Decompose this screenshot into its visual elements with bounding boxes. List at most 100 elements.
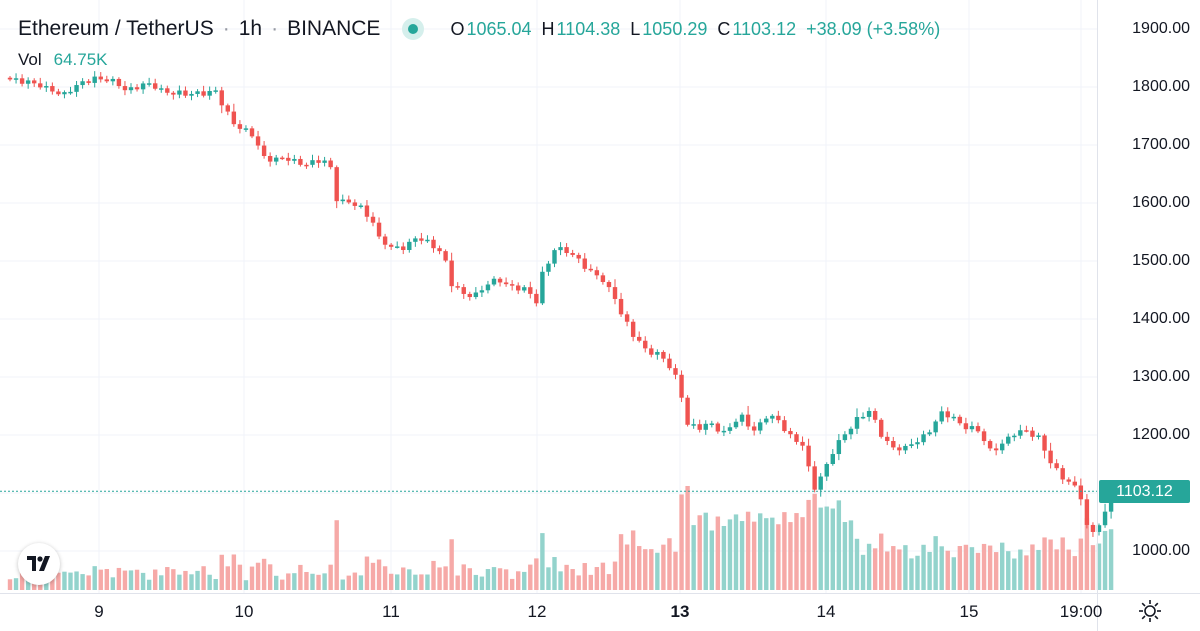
open-value: 1065.04: [466, 18, 532, 39]
candle-body: [243, 128, 249, 130]
volume-bar: [697, 515, 702, 590]
tradingview-logo-icon[interactable]: [18, 543, 60, 585]
candle-body: [286, 157, 291, 161]
volume-bar: [915, 555, 920, 590]
candle-body: [806, 445, 811, 467]
candle-body: [770, 415, 775, 419]
candle-body: [340, 199, 345, 202]
volume-bar: [485, 569, 491, 590]
candle-body: [225, 105, 230, 112]
candle-body: [552, 250, 557, 264]
candle-body: [957, 416, 963, 424]
candle-body: [866, 410, 872, 417]
volume-bar: [570, 569, 575, 590]
volume-bar: [764, 518, 769, 590]
candle-body: [134, 87, 140, 90]
candle-body: [824, 464, 829, 477]
volume-bar: [165, 567, 170, 590]
interval-label[interactable]: 1h: [238, 17, 263, 40]
candle-body: [473, 292, 479, 298]
candle-body: [649, 348, 654, 355]
candle-body: [32, 80, 37, 84]
candle-body: [419, 238, 424, 241]
candle-body: [1030, 430, 1035, 437]
volume-bar: [255, 562, 261, 590]
candle-body: [455, 286, 460, 288]
candle-body: [739, 414, 745, 422]
candle-body: [177, 90, 182, 95]
candle-body: [491, 278, 497, 285]
volume-bar: [691, 525, 696, 590]
candle-body: [872, 410, 878, 420]
candle-body: [44, 86, 49, 88]
volume-bar: [140, 572, 146, 590]
volume-bar: [207, 574, 212, 590]
volume-bar: [1036, 549, 1041, 590]
volume-bar: [854, 538, 860, 590]
volume-bar: [261, 558, 267, 590]
volume-bar: [340, 579, 345, 590]
time-axis-label: 19:00: [1059, 602, 1103, 621]
volume-bar: [146, 579, 152, 590]
candle-body: [1084, 499, 1090, 525]
ohlc-values: O 1065.04 H 1104.38 L 1050.29 C 1103.12 …: [450, 19, 950, 40]
volume-bar: [467, 568, 472, 590]
volume-bar: [1048, 539, 1053, 590]
candle-body: [745, 414, 751, 427]
candle-body: [80, 81, 85, 86]
candle-body: [945, 411, 950, 418]
candle-body: [903, 445, 908, 451]
volume-bar: [7, 579, 13, 590]
volume-bar: [497, 568, 503, 590]
candle-body: [395, 246, 400, 248]
volume-bar: [1102, 530, 1108, 590]
candle-body: [854, 417, 860, 429]
volume-bar: [189, 574, 194, 590]
candle-body: [485, 284, 491, 291]
candle-body: [516, 285, 521, 291]
volume-bar: [824, 506, 829, 590]
volume-label[interactable]: Vol: [18, 50, 42, 69]
candle-body: [1066, 479, 1071, 482]
settings-gear-icon[interactable]: [1137, 598, 1163, 624]
candle-body: [274, 157, 279, 162]
candle-body: [146, 83, 152, 85]
volume-bar: [62, 571, 67, 590]
time-axis-label: 11: [382, 602, 400, 621]
volume-bar: [872, 548, 878, 590]
candle-body: [981, 431, 987, 442]
candle-body: [624, 314, 630, 322]
volume-bar: [1078, 538, 1084, 590]
volume-bar: [376, 559, 382, 590]
candle-body: [443, 251, 448, 261]
last-price-tag: 1103.12: [1099, 480, 1190, 503]
candle-body: [915, 442, 920, 445]
price-axis-label: 1000.00: [1132, 542, 1190, 559]
volume-bar: [1018, 549, 1023, 590]
candle-body: [19, 78, 25, 84]
price-axis-label: 1900.00: [1132, 20, 1190, 37]
candle-body: [255, 136, 261, 146]
candle-body: [116, 78, 122, 87]
market-status-dot-icon: [402, 18, 425, 40]
candle-body: [927, 432, 932, 435]
volume-bar: [921, 544, 926, 590]
price-axis-label: 1500.00: [1132, 252, 1190, 269]
volume-bar: [437, 567, 442, 590]
candle-body: [691, 424, 696, 426]
volume-bar: [588, 574, 593, 590]
candle-body: [201, 91, 206, 96]
volume-bar: [528, 564, 533, 590]
volume-bar: [1006, 551, 1011, 590]
volume-bar: [171, 569, 176, 590]
volume-bar: [546, 567, 551, 590]
volume-bar: [56, 572, 61, 590]
symbol-title[interactable]: Ethereum / TetherUS: [18, 17, 214, 40]
volume-bar: [963, 544, 969, 590]
candle-body: [304, 164, 309, 167]
volume-bar: [19, 569, 25, 590]
price-axis-label: 1600.00: [1132, 194, 1190, 211]
volume-bar: [479, 576, 485, 590]
volume-legend: Vol 64.75K: [18, 50, 108, 70]
